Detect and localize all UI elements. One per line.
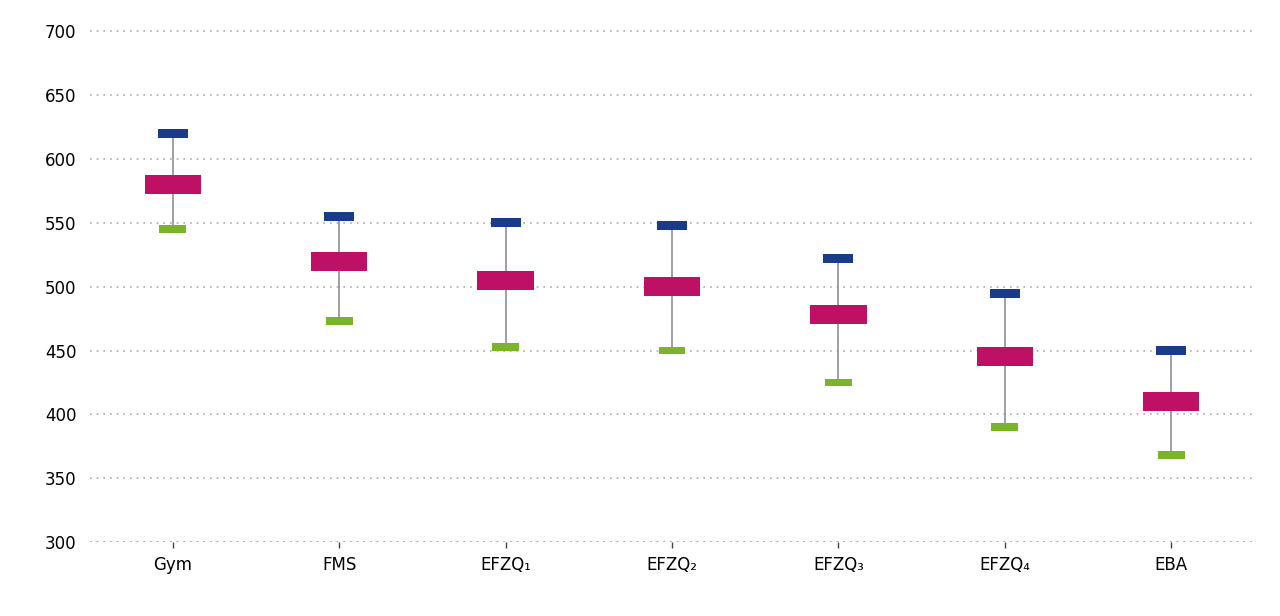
- Bar: [659, 347, 685, 354]
- Bar: [644, 277, 700, 296]
- Bar: [1158, 452, 1184, 459]
- Bar: [311, 251, 367, 270]
- Bar: [324, 212, 355, 221]
- Bar: [1156, 346, 1187, 355]
- Bar: [826, 379, 851, 386]
- Bar: [823, 254, 854, 263]
- Bar: [810, 305, 867, 325]
- Bar: [989, 288, 1020, 298]
- Bar: [157, 129, 188, 138]
- Bar: [326, 317, 352, 325]
- Bar: [1143, 392, 1199, 411]
- Bar: [145, 175, 201, 194]
- Bar: [977, 347, 1033, 367]
- Bar: [477, 270, 534, 290]
- Bar: [992, 423, 1018, 431]
- Bar: [657, 221, 687, 230]
- Bar: [160, 225, 186, 233]
- Bar: [490, 218, 521, 227]
- Bar: [493, 343, 518, 351]
